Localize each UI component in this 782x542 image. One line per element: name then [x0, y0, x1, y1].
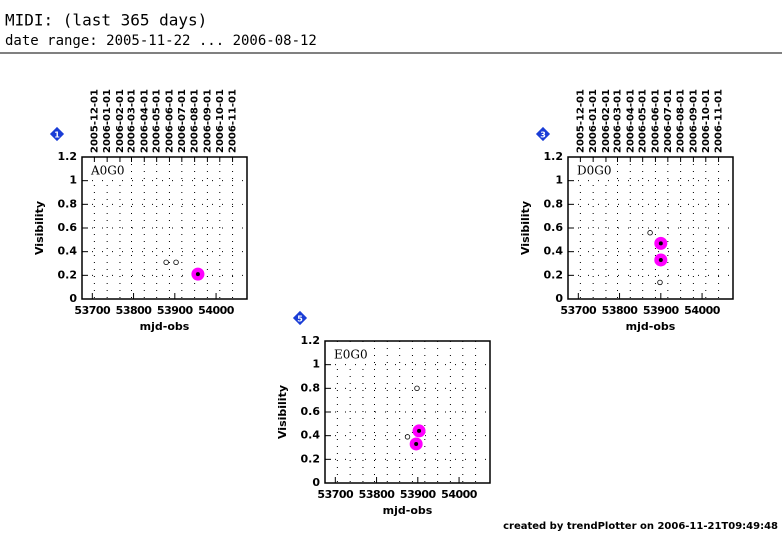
x-axis-label: mjd-obs — [626, 320, 676, 333]
point — [163, 259, 169, 266]
x-tick-label: 54000 — [198, 304, 235, 317]
y-tick-label: 0.4 — [544, 245, 564, 258]
baseline-label-box — [331, 347, 371, 363]
x2-tick-label: 2005-12-01 — [575, 89, 586, 153]
y-tick-label: 1.2 — [301, 334, 321, 347]
page-title: MIDI: (last 365 days) — [5, 11, 207, 30]
badge — [292, 310, 308, 326]
x-tick-label: 53800 — [116, 304, 153, 317]
x-tick-label: 54000 — [441, 488, 478, 501]
x2-tick-label: 2006-01-01 — [102, 89, 113, 153]
y-tick-label: 1 — [312, 358, 320, 371]
x2-tick-label: 2006-11-01 — [714, 89, 725, 153]
x2-tick-label: 2006-10-01 — [215, 89, 226, 153]
badge-number: 5 — [297, 315, 303, 324]
y-tick-label: 0.8 — [301, 381, 321, 394]
x2-tick-label: 2006-09-01 — [202, 89, 213, 153]
baseline-label: D0G0 — [577, 164, 611, 178]
y-tick-label: 0.6 — [544, 221, 564, 234]
y-axis-label: Visibility — [33, 201, 46, 255]
x-tick-label: 53700 — [560, 304, 597, 317]
highlight-core — [417, 428, 422, 433]
x2-tick-label: 2006-11-01 — [228, 89, 239, 153]
x2-tick-label: 2006-04-01 — [625, 89, 636, 153]
baseline-label-box — [574, 163, 614, 179]
y-tick-label: 0.4 — [301, 429, 321, 442]
x-tick-label: 53700 — [317, 488, 354, 501]
y-tick-label: 0 — [312, 476, 320, 489]
x-tick-label: 53800 — [359, 488, 396, 501]
y-tick-label: 0.2 — [301, 452, 321, 465]
x2-tick-label: 2006-09-01 — [688, 89, 699, 153]
x-tick-label: 53900 — [400, 488, 437, 501]
y-tick-label: 0.2 — [544, 268, 564, 281]
point — [657, 279, 663, 286]
y-tick-label: 0.6 — [301, 405, 321, 418]
x2-tick-label: 2005-12-01 — [89, 89, 100, 153]
x-axis-label: mjd-obs — [140, 320, 190, 333]
y-tick-label: 1 — [555, 174, 563, 187]
baseline-label: A0G0 — [90, 164, 125, 178]
x2-tick-label: 2006-05-01 — [638, 89, 649, 153]
point — [647, 230, 653, 236]
x2-tick-label: 2006-04-01 — [139, 89, 150, 153]
x-tick-label: 54000 — [684, 304, 721, 317]
y-tick-label: 0 — [555, 292, 563, 305]
highlight-core — [414, 441, 419, 446]
point — [173, 259, 179, 266]
badge-number: 1 — [54, 131, 60, 140]
x-axis-label: mjd-obs — [383, 504, 433, 517]
y-tick-label: 0.8 — [58, 197, 78, 210]
x-tick-label: 53700 — [74, 304, 111, 317]
x-tick-label: 53800 — [602, 304, 639, 317]
y-tick-label: 1.2 — [58, 150, 78, 163]
page-subtitle: date range: 2005-11-22 ... 2006-08-12 — [5, 33, 317, 49]
highlight-core — [658, 257, 663, 262]
x2-tick-label: 2006-03-01 — [127, 89, 138, 153]
y-axis-label: Visibility — [519, 201, 532, 255]
x2-tick-label: 2006-02-01 — [115, 89, 126, 153]
y-tick-label: 0.6 — [58, 221, 78, 234]
x-tick-label: 53900 — [643, 304, 680, 317]
badge-number: 3 — [540, 131, 546, 140]
x2-tick-label: 2006-10-01 — [701, 89, 712, 153]
x2-tick-label: 2006-07-01 — [177, 89, 188, 153]
y-tick-label: 1 — [69, 174, 77, 187]
x2-tick-label: 2006-01-01 — [588, 89, 599, 153]
baseline-label-box — [88, 163, 128, 179]
x2-tick-label: 2006-08-01 — [190, 89, 201, 153]
y-tick-label: 0 — [69, 292, 77, 305]
highlight-core — [658, 241, 663, 246]
y-tick-label: 0.8 — [544, 197, 564, 210]
y-axis-label: Visibility — [276, 385, 289, 439]
x2-tick-label: 2006-07-01 — [663, 89, 674, 153]
x2-tick-label: 2006-02-01 — [601, 89, 612, 153]
y-tick-label: 1.2 — [544, 150, 564, 163]
x2-tick-label: 2006-06-01 — [650, 89, 661, 153]
point — [414, 385, 420, 392]
footer: created by trendPlotter on 2006-11-21T09… — [503, 521, 778, 532]
x2-tick-label: 2006-05-01 — [152, 89, 163, 153]
y-tick-label: 0.4 — [58, 245, 78, 258]
x2-tick-label: 2006-03-01 — [613, 89, 624, 153]
badge — [535, 126, 551, 142]
y-tick-label: 0.2 — [58, 268, 78, 281]
x2-tick-label: 2006-06-01 — [164, 89, 175, 153]
highlight-core — [195, 272, 200, 277]
baseline-label: E0G0 — [334, 348, 368, 362]
x-tick-label: 53900 — [157, 304, 194, 317]
x2-tick-label: 2006-08-01 — [676, 89, 687, 153]
point — [404, 434, 411, 440]
